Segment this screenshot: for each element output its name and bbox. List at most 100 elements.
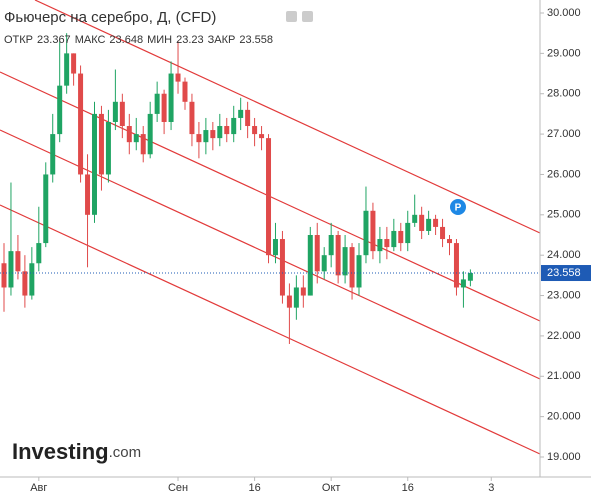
candle-body (266, 138, 272, 256)
candle-body (433, 218, 439, 227)
x-tick-label: 3 (488, 482, 494, 493)
settings-icon[interactable] (302, 11, 313, 22)
candle-body (78, 73, 84, 175)
candle-body (64, 53, 70, 86)
candle-body (203, 130, 209, 143)
candle-body (85, 174, 91, 215)
candle-body (328, 235, 334, 256)
channel-line (34, 0, 541, 234)
candle-body (91, 113, 97, 215)
candle-body (314, 235, 320, 272)
candle-body (29, 263, 35, 296)
y-tick-label: 19.000 (547, 451, 581, 463)
x-tick-label: 16 (402, 482, 414, 493)
candle-body (98, 113, 104, 175)
y-tick-label: 25.000 (547, 209, 581, 221)
candle-body (377, 239, 383, 252)
candle-body (412, 214, 418, 223)
candle-body (460, 279, 466, 288)
candle-body (335, 235, 341, 276)
candle-body (453, 243, 459, 288)
candle-body (1, 263, 7, 288)
candle-body (189, 101, 195, 135)
y-tick-label: 29.000 (547, 47, 581, 59)
y-tick-label: 22.000 (547, 330, 581, 342)
candle-body (356, 255, 362, 288)
candle-body (126, 126, 132, 143)
candle-body (286, 295, 292, 308)
ohlc-label: ЗАКР (208, 34, 236, 46)
y-tick-label: 28.000 (547, 88, 581, 100)
candle-body (440, 226, 446, 240)
channel-line (0, 204, 541, 455)
candle-body (426, 218, 432, 231)
y-tick-label: 24.000 (547, 249, 581, 261)
ohlc-value: 23.23 (176, 34, 204, 46)
candle-body (293, 287, 299, 308)
candle-body (217, 126, 223, 139)
brand-suffix: .com (109, 444, 142, 461)
candle-body (342, 247, 348, 276)
candle-body (175, 73, 181, 82)
candle-body (8, 251, 14, 288)
settings-icon[interactable] (286, 11, 297, 22)
y-tick-label: 27.000 (547, 128, 581, 140)
candle-body (405, 222, 411, 244)
candle-body (384, 239, 390, 248)
candle-body (57, 85, 63, 135)
candle-body (105, 121, 111, 175)
candle-body (370, 210, 376, 252)
ohlc-label: МИН (147, 34, 172, 46)
candle-body (447, 239, 453, 244)
candle-body (210, 130, 216, 139)
last-price-box (541, 265, 591, 282)
candle-body (279, 239, 285, 296)
candle-body (161, 93, 167, 122)
event-marker-label: P (455, 203, 462, 214)
candle-body (50, 134, 56, 175)
candle-body (133, 134, 139, 143)
candle-body (245, 109, 251, 127)
x-tick-label: Окт (322, 482, 341, 493)
candle-body (154, 93, 160, 114)
candle-body (112, 101, 118, 122)
ohlc-value: 23.367 (37, 34, 71, 46)
candle-body (71, 53, 77, 74)
candle-body (224, 126, 230, 135)
candle-body (140, 134, 146, 155)
candle-body (300, 287, 306, 296)
ohlc-label: МАКС (75, 34, 106, 46)
candle-body (238, 109, 244, 118)
brand-logo: Investing.com (12, 439, 141, 464)
candle-body (363, 210, 369, 256)
candle-body (307, 235, 313, 296)
last-price-label: 23.558 (547, 267, 581, 279)
y-tick-label: 20.000 (547, 411, 581, 423)
event-marker[interactable] (450, 199, 466, 215)
ohlc-value: 23.558 (239, 34, 273, 46)
candle-body (391, 230, 397, 248)
y-tick-label: 26.000 (547, 168, 581, 180)
ohlc-value: 23.648 (109, 34, 143, 46)
y-tick-label: 21.000 (547, 370, 581, 382)
candle-body (349, 247, 355, 288)
chart-title: Фьючерс на серебро, Д, (CFD) (4, 9, 216, 26)
candle-body (22, 271, 28, 296)
candle-body (231, 117, 237, 135)
candle-body (36, 243, 42, 264)
x-tick-label: Авг (30, 482, 47, 493)
candle-body (398, 230, 404, 244)
x-tick-label: 16 (248, 482, 260, 493)
candle-body (272, 239, 278, 256)
candle-body (168, 73, 174, 122)
candle-body (15, 251, 21, 272)
candle-body (196, 134, 202, 143)
ohlc-label: ОТКР (4, 34, 33, 46)
candle-body (147, 113, 153, 155)
candle-body (419, 214, 425, 231)
y-tick-label: 30.000 (547, 7, 581, 19)
candle-body (182, 81, 188, 102)
candle-body (43, 174, 49, 244)
